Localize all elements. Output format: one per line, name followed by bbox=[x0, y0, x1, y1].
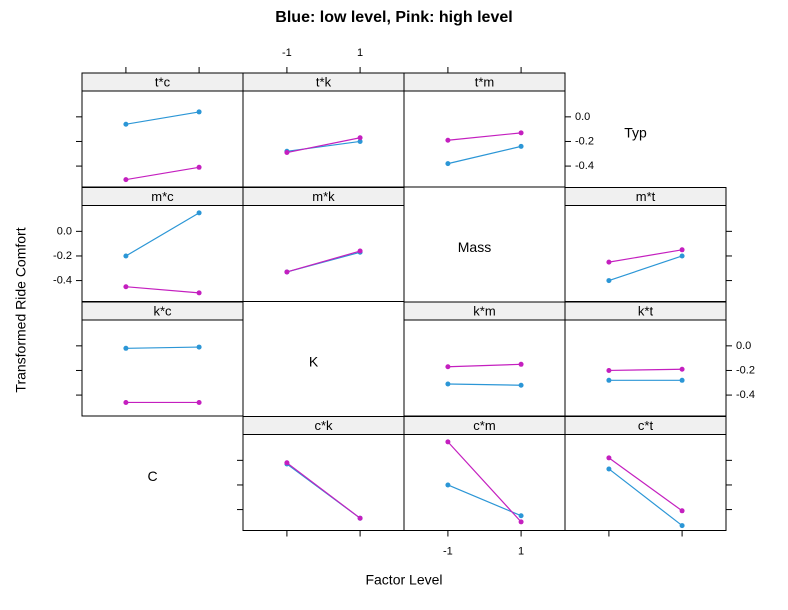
data-point bbox=[679, 253, 685, 259]
series-line bbox=[447, 383, 522, 386]
series-line bbox=[608, 457, 683, 512]
data-point bbox=[606, 259, 612, 265]
series-line bbox=[608, 368, 683, 372]
y-tick-label: 0.0 bbox=[57, 225, 72, 237]
factor-label: Typ bbox=[624, 125, 647, 141]
y-tick-label: -0.4 bbox=[575, 160, 594, 172]
series-line bbox=[286, 462, 361, 519]
strip-title: k*c bbox=[153, 303, 172, 318]
panel bbox=[81, 319, 244, 417]
data-point bbox=[196, 164, 202, 170]
data-point bbox=[196, 399, 202, 405]
y-tick-label: -0.2 bbox=[575, 135, 594, 147]
factor-label: Mass bbox=[458, 239, 491, 255]
data-point bbox=[518, 519, 524, 525]
data-point bbox=[518, 361, 524, 367]
data-point bbox=[123, 345, 129, 351]
strip-title: c*t bbox=[638, 418, 654, 433]
data-point bbox=[518, 513, 524, 519]
data-point bbox=[357, 248, 363, 254]
factor-label: C bbox=[147, 468, 157, 484]
data-point bbox=[445, 364, 451, 370]
y-tick-label: -0.4 bbox=[736, 389, 755, 401]
data-point bbox=[357, 515, 363, 521]
panel bbox=[403, 90, 566, 188]
data-point bbox=[445, 381, 451, 387]
data-point bbox=[445, 161, 451, 167]
data-point bbox=[196, 344, 202, 350]
y-axis-label: Transformed Ride Comfort bbox=[13, 227, 29, 392]
y-tick-label: -0.4 bbox=[53, 274, 72, 286]
data-point bbox=[357, 138, 363, 144]
y-tick-label: 0.0 bbox=[575, 111, 590, 123]
data-point bbox=[196, 109, 202, 115]
strip-title: t*m bbox=[475, 74, 495, 89]
data-point bbox=[679, 366, 685, 372]
series-line bbox=[447, 145, 522, 165]
data-point bbox=[518, 143, 524, 149]
y-tick-label: -0.2 bbox=[736, 364, 755, 376]
series-line bbox=[125, 286, 200, 294]
series-line bbox=[447, 363, 522, 368]
data-point bbox=[123, 121, 129, 127]
data-point bbox=[606, 466, 612, 472]
x-axis-label: Factor Level bbox=[365, 572, 442, 588]
data-point bbox=[123, 177, 129, 183]
data-point bbox=[196, 290, 202, 296]
series-line bbox=[447, 441, 522, 523]
data-point bbox=[357, 135, 363, 141]
x-tick-label: -1 bbox=[443, 545, 453, 557]
strip-title: k*t bbox=[638, 303, 654, 318]
strip-title: m*k bbox=[312, 189, 335, 204]
series-line bbox=[286, 250, 361, 273]
data-point bbox=[284, 150, 290, 156]
data-point bbox=[679, 377, 685, 383]
data-point bbox=[445, 439, 451, 445]
data-point bbox=[679, 247, 685, 253]
data-point bbox=[196, 210, 202, 216]
x-tick-label: -1 bbox=[282, 47, 292, 59]
strip-title: m*t bbox=[636, 189, 656, 204]
strip-title: t*c bbox=[155, 74, 171, 89]
data-point bbox=[606, 367, 612, 373]
y-tick-label: 0.0 bbox=[736, 340, 751, 352]
data-point bbox=[284, 269, 290, 275]
series-line bbox=[608, 249, 683, 263]
x-tick-label: 1 bbox=[357, 47, 363, 59]
panel bbox=[564, 434, 727, 531]
factor-label: K bbox=[309, 354, 319, 370]
data-point bbox=[284, 460, 290, 466]
x-tick-label: 1 bbox=[518, 545, 524, 557]
data-point bbox=[679, 508, 685, 514]
data-point bbox=[606, 278, 612, 284]
y-tick-label: -0.2 bbox=[53, 250, 72, 262]
chart-title: Blue: low level, Pink: high level bbox=[275, 9, 512, 26]
data-point bbox=[518, 382, 524, 388]
series-line bbox=[447, 132, 522, 141]
panel bbox=[242, 205, 405, 302]
strip-title: c*m bbox=[473, 418, 495, 433]
data-point bbox=[679, 523, 685, 529]
strip-title: m*c bbox=[151, 189, 174, 204]
series-line bbox=[286, 137, 361, 154]
strip-title: t*k bbox=[316, 74, 332, 89]
series-line bbox=[125, 346, 200, 349]
data-point bbox=[445, 137, 451, 143]
data-point bbox=[606, 455, 612, 461]
data-point bbox=[445, 482, 451, 488]
series-line bbox=[125, 212, 200, 257]
series-line bbox=[447, 484, 522, 517]
series-line bbox=[125, 111, 200, 125]
series-line bbox=[608, 468, 683, 527]
series-line bbox=[125, 166, 200, 181]
data-point bbox=[123, 399, 129, 405]
series-line bbox=[608, 255, 683, 282]
data-point bbox=[606, 377, 612, 383]
data-point bbox=[518, 130, 524, 136]
data-point bbox=[123, 284, 129, 290]
data-point bbox=[123, 253, 129, 259]
strip-title: c*k bbox=[314, 418, 333, 433]
strip-title: k*m bbox=[473, 303, 495, 318]
